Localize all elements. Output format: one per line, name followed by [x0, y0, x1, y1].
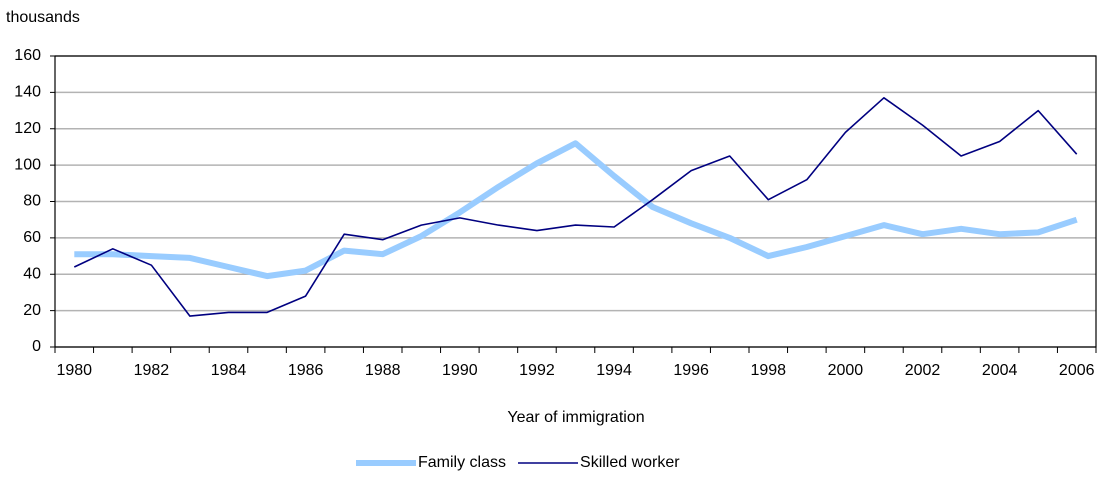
x-tick-label: 2006 — [1059, 362, 1095, 379]
x-tick-label: 1990 — [442, 362, 478, 379]
legend-label: Skilled worker — [580, 454, 680, 471]
x-tick-label: 1986 — [288, 362, 324, 379]
x-tick-label: 1996 — [673, 362, 709, 379]
x-tick-label: 1980 — [56, 362, 92, 379]
legend-label: Family class — [418, 454, 506, 471]
y-tick-label: 40 — [23, 265, 41, 282]
series-line — [74, 140, 1078, 280]
y-tick-label: 0 — [32, 338, 41, 355]
plot-frame — [54, 55, 1097, 348]
y-tick-label: 60 — [23, 229, 41, 246]
x-tick-label: 2004 — [982, 362, 1018, 379]
x-tick-label: 1988 — [365, 362, 401, 379]
y-axis-label: thousands — [6, 9, 80, 26]
y-tick-label: 80 — [23, 193, 41, 210]
y-tick-label: 100 — [14, 156, 41, 173]
y-tick-label: 20 — [23, 302, 41, 319]
y-tick-label: 120 — [14, 120, 41, 137]
x-tick-label: 1994 — [596, 362, 632, 379]
x-tick-label: 2002 — [905, 362, 941, 379]
y-tick-label: 140 — [14, 84, 41, 101]
x-tick-label: 1998 — [750, 362, 786, 379]
x-axis-title: Year of immigration — [507, 409, 644, 426]
x-tick-label: 2000 — [828, 362, 864, 379]
x-tick-label: 1992 — [519, 362, 555, 379]
series-line — [73, 97, 1078, 317]
x-tick-label: 1984 — [211, 362, 247, 379]
y-tick-label: 160 — [14, 47, 41, 64]
x-tick-label: 1982 — [134, 362, 170, 379]
